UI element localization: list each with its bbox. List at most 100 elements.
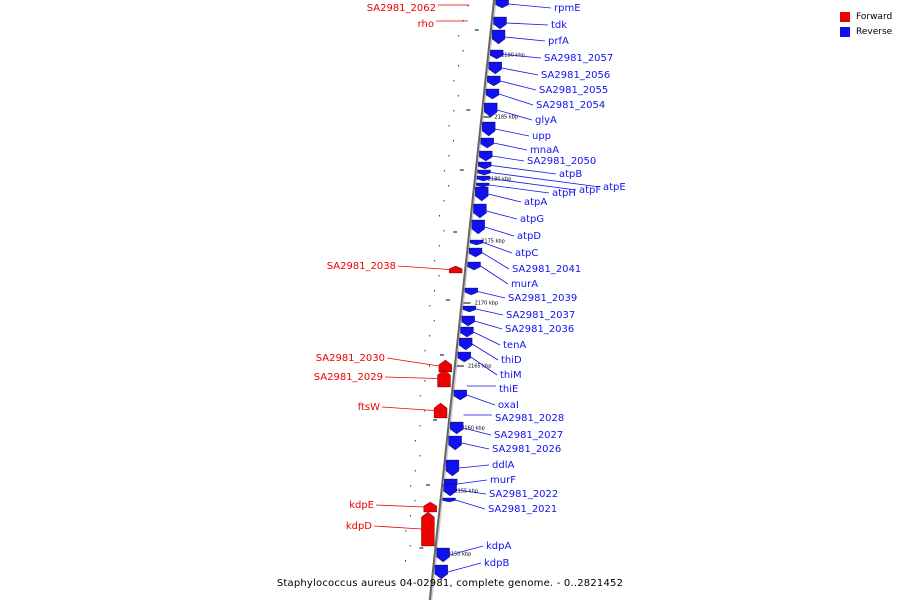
gene-label: murA (511, 279, 538, 290)
feature-dot (443, 170, 445, 172)
gene-label: atpE (603, 182, 626, 193)
gene-glyph-mnaa (480, 137, 494, 149)
gene-glyph-sa2981_2050 (479, 150, 493, 162)
gene-label: prfA (548, 36, 569, 47)
gene-connector (471, 343, 499, 361)
gene-glyph-atpe (477, 169, 491, 176)
gene-label: ftsW (358, 402, 380, 413)
feature-dot (448, 155, 450, 157)
gene-label: atpF (579, 185, 601, 196)
gene-connector (447, 562, 482, 573)
feature-dot (438, 275, 440, 277)
feature-dot (429, 335, 431, 337)
feature-dot (462, 50, 464, 52)
gene-label: SA2981_2062 (367, 3, 436, 14)
feature-dot (414, 500, 416, 502)
gene-connector (457, 479, 488, 485)
gene-glyph-ddla (445, 459, 460, 477)
gene-label: SA2981_2022 (489, 489, 558, 500)
feature-dot (467, 5, 469, 7)
legend-label-reverse: Reverse (856, 26, 893, 37)
gene-connector (373, 525, 422, 530)
gene-glyph-sa2981_2054 (485, 88, 500, 100)
gene-glyph-sa2981_2055 (487, 75, 501, 87)
gene-label: kdpB (484, 558, 509, 569)
gene-glyph-sa2981_2039 (464, 287, 478, 296)
gene-glyph-sa2981_2056 (488, 61, 502, 75)
gene-label: SA2981_2050 (527, 156, 596, 167)
gene-glyph-sa2981_2037 (462, 305, 477, 313)
feature-dot (433, 290, 435, 292)
scale-tick-label: 2175 kbp (481, 239, 505, 245)
gene-label: thiM (500, 370, 522, 381)
gene-glyph-mura (467, 261, 481, 271)
feature-dot (405, 560, 407, 562)
gene-connector (463, 427, 492, 436)
gene-connector (466, 394, 496, 406)
scale-tick-label: 2185 kbp (494, 115, 518, 121)
gene-glyph-sa2981_2057 (490, 49, 504, 60)
gene-label: SA2981_2026 (492, 444, 561, 455)
backbone-line (428, 0, 495, 600)
gene-connector (481, 252, 510, 270)
gene-label: SA2981_2057 (544, 53, 613, 64)
gene-label: SA2981_2039 (508, 293, 577, 304)
gene-glyph-sa2981_2041 (468, 247, 483, 258)
gene-connector (456, 489, 487, 495)
gene-connector (493, 142, 528, 151)
gene-label: tenA (503, 340, 526, 351)
gene-connector (503, 54, 542, 59)
gene-label: atpG (520, 214, 544, 225)
gene-glyph-atpf (476, 175, 491, 182)
gene-label: SA2981_2029 (314, 372, 383, 383)
feature-dot (419, 425, 421, 427)
gene-label: SA2981_2027 (494, 430, 563, 441)
feature-dot (453, 80, 455, 82)
gene-glyph-kdpe (423, 501, 437, 513)
gene-connector (386, 357, 439, 367)
scale-tick-label: 2150 kbp (448, 552, 472, 558)
gene-connector (508, 3, 552, 9)
scale-tick-label: 2160 kbp (461, 426, 485, 432)
gene-glyph-kdpa (436, 547, 450, 563)
gene-label: SA2981_2037 (506, 310, 575, 321)
gene-glyph-atpb (478, 161, 492, 170)
gene-glyph-upp (482, 121, 496, 137)
gene-connector (486, 210, 518, 220)
backbone-shadow (430, 0, 497, 600)
gene-label: rho (418, 19, 434, 30)
gene-label: ddlA (492, 460, 514, 471)
gene-label: rpmE (554, 3, 581, 14)
legend-label-forward: Forward (856, 11, 893, 22)
feature-dot (424, 410, 426, 412)
feature-dot (409, 515, 411, 517)
gene-label: upp (532, 131, 551, 142)
gene-connector (489, 184, 550, 194)
gene-glyph-tena (460, 326, 474, 338)
gene-glyph-sa2981_2029 (437, 369, 451, 388)
gene-connector (491, 165, 557, 175)
scale-tick-label: 2170 kbp (475, 301, 499, 307)
gene-glyph-prfa (491, 29, 506, 45)
gene-label: SA2981_2021 (488, 504, 557, 515)
gene-connector (475, 308, 504, 316)
gene-connector (505, 36, 546, 42)
feature-dot (414, 470, 416, 472)
feature-dot (448, 185, 450, 187)
gene-label: thiD (501, 355, 522, 366)
gene-glyph-sa2981_2030 (438, 359, 452, 373)
gene-connector (461, 442, 490, 450)
gene-label: thiE (499, 384, 518, 395)
feature-dot (453, 140, 455, 142)
gene-glyph-ftsw (433, 402, 448, 419)
gene-glyph-thim (457, 351, 471, 363)
feature-dot (405, 530, 407, 532)
gene-connector (489, 178, 577, 191)
forward-swatch (840, 11, 850, 22)
feature-dot (410, 485, 412, 487)
feature-dot (438, 215, 440, 217)
gene-glyph-kdpb (434, 564, 448, 580)
feature-dot (428, 365, 430, 367)
gene-label: atpB (559, 169, 582, 180)
